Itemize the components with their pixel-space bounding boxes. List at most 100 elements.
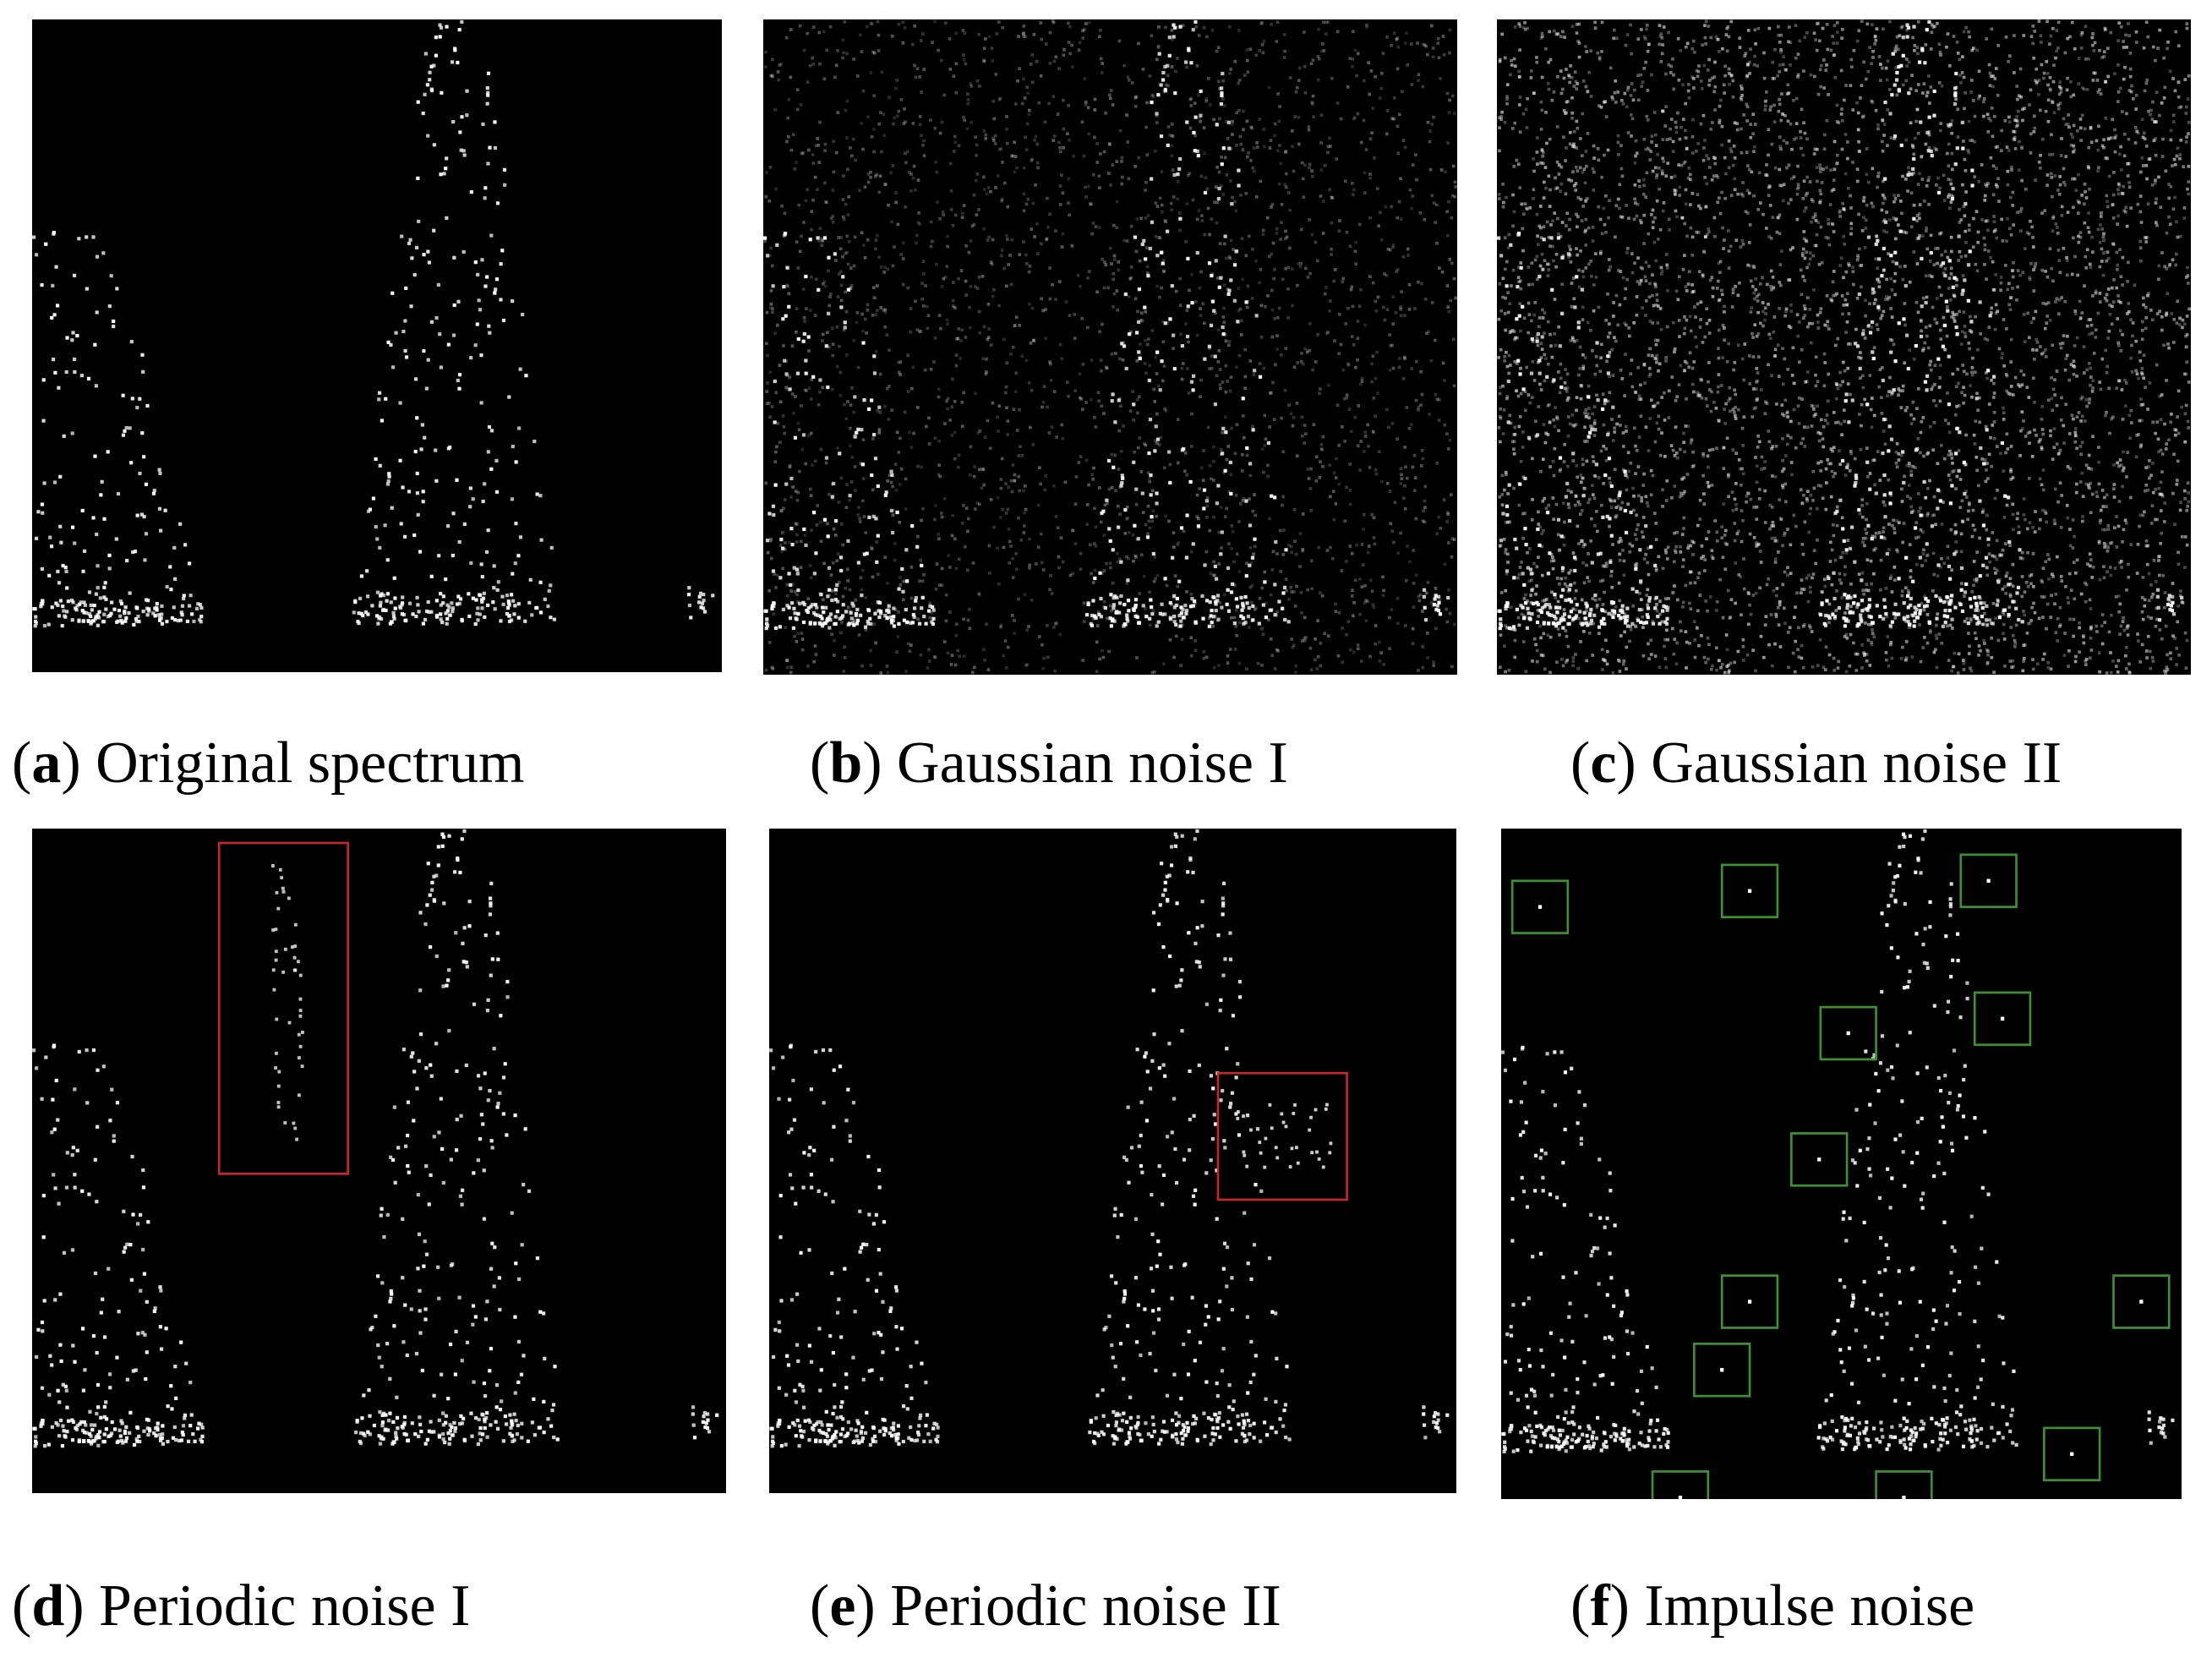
spectrum-dot bbox=[1207, 261, 1212, 265]
spectrum-dot bbox=[1022, 77, 1025, 81]
spectrum-dot bbox=[2109, 30, 2113, 35]
spectrum-dot bbox=[1135, 358, 1139, 363]
spectrum-dot bbox=[125, 558, 129, 563]
spectrum-dot bbox=[1345, 396, 1348, 400]
spectrum-dot bbox=[1247, 151, 1250, 155]
spectrum-dot bbox=[1831, 280, 1835, 284]
spectrum-dot bbox=[1212, 309, 1216, 313]
spectrum-dot bbox=[1193, 19, 1198, 25]
spectrum-dot bbox=[1374, 642, 1377, 646]
spectrum-dot bbox=[1916, 386, 1920, 391]
spectrum-dot bbox=[1018, 408, 1022, 412]
spectrum-dot bbox=[1105, 498, 1109, 502]
spectrum-dot bbox=[1422, 509, 1425, 512]
spectrum-dot bbox=[1928, 274, 1931, 277]
spectrum-dot bbox=[1378, 659, 1382, 663]
spectrum-dot bbox=[1566, 415, 1570, 419]
spectrum-dot bbox=[1341, 627, 1344, 630]
spectrum-dot bbox=[506, 605, 511, 610]
spectrum-dot bbox=[1946, 255, 1950, 260]
spectrum-dot bbox=[917, 621, 922, 626]
spectrum-dot bbox=[1448, 438, 1452, 442]
spectrum-dot bbox=[1227, 542, 1231, 546]
spectrum-dot bbox=[1372, 536, 1376, 539]
spectrum-dot bbox=[1678, 335, 1681, 338]
spectrum-dot bbox=[814, 551, 818, 555]
spectrum-dot bbox=[889, 171, 893, 175]
spectrum-dot bbox=[1185, 309, 1189, 312]
spectrum-dot bbox=[1216, 276, 1220, 280]
spectrum-dot bbox=[1054, 55, 1058, 59]
spectrum-dot bbox=[487, 424, 492, 430]
spectrum-dot bbox=[1643, 37, 1647, 41]
spectrum-dot bbox=[1345, 485, 1348, 490]
spectrum-dot bbox=[1145, 101, 1149, 105]
spectrum-dot bbox=[1261, 632, 1265, 637]
spectrum-dot bbox=[1932, 650, 1936, 654]
spectrum-dot bbox=[891, 264, 895, 268]
spectrum-dot bbox=[131, 550, 135, 555]
spectrum-dot bbox=[1193, 620, 1198, 624]
spectrum-dot bbox=[1319, 49, 1324, 53]
spectrum-dot bbox=[858, 517, 861, 520]
spectrum-dot bbox=[1173, 91, 1177, 96]
spectrum-dot bbox=[1789, 419, 1793, 424]
spectrum-dot bbox=[888, 473, 892, 477]
spectrum-dot bbox=[1832, 230, 1836, 233]
spectrum-dot bbox=[927, 609, 931, 613]
spectrum-dot bbox=[1068, 573, 1073, 577]
spectrum-dot bbox=[444, 611, 448, 616]
spectrum-dot bbox=[47, 573, 52, 577]
spectrum-dot bbox=[1374, 309, 1379, 313]
spectrum-dot bbox=[1082, 620, 1086, 624]
spectrum-dot bbox=[1170, 603, 1173, 606]
spectrum-dot bbox=[58, 474, 63, 479]
spectrum-dot bbox=[1181, 24, 1185, 28]
spectrum-dot bbox=[877, 190, 882, 194]
spectrum-dot bbox=[1223, 593, 1226, 597]
spectrum-dot bbox=[1248, 359, 1253, 363]
spectrum-dot bbox=[1884, 586, 1888, 590]
spectrum-dot bbox=[1856, 255, 1860, 260]
spectrum-dot bbox=[1028, 566, 1031, 570]
spectrum-dot bbox=[1983, 263, 1986, 266]
spectrum-dot bbox=[1419, 403, 1423, 407]
spectrum-dot bbox=[871, 437, 875, 441]
spectrum-dot bbox=[2039, 34, 2043, 38]
spectrum-dot bbox=[800, 234, 803, 238]
spectrum-dot bbox=[75, 604, 79, 608]
spectrum-dot bbox=[59, 540, 63, 544]
spectrum-dot bbox=[822, 517, 827, 522]
spectrum-dot bbox=[822, 598, 825, 602]
spectrum-dot bbox=[1209, 103, 1212, 107]
spectrum-dot bbox=[1232, 248, 1235, 251]
spectrum-dot bbox=[846, 287, 851, 292]
spectrum-dot bbox=[1027, 380, 1031, 385]
spectrum-dot bbox=[796, 421, 800, 425]
spectrum-dot bbox=[1585, 164, 1588, 168]
spectrum-dot bbox=[1951, 462, 1954, 465]
spectrum-dot bbox=[1301, 547, 1305, 551]
spectrum-dot bbox=[1443, 379, 1446, 382]
spectrum-dot bbox=[839, 270, 843, 274]
spectrum-dot bbox=[1560, 87, 1565, 91]
spectrum-dot bbox=[1410, 367, 1414, 370]
spectrum-dot bbox=[1188, 605, 1193, 609]
spectrum-dot bbox=[1330, 76, 1334, 80]
spectrum-dot bbox=[1216, 617, 1221, 621]
spectrum-dot bbox=[813, 644, 817, 648]
spectrum-dot bbox=[855, 621, 860, 626]
spectrum-dot bbox=[1176, 180, 1180, 183]
spectrum-dot bbox=[808, 238, 812, 242]
spectrum-dot bbox=[1166, 125, 1171, 129]
spectrum-dot bbox=[1330, 221, 1334, 225]
spectrum-dot bbox=[1221, 332, 1226, 337]
spectrum-dot bbox=[1245, 119, 1249, 123]
spectrum-dot bbox=[1423, 605, 1427, 610]
spectrum-dot bbox=[2046, 83, 2050, 87]
spectrum-dot bbox=[1163, 407, 1167, 411]
spectrum-dot bbox=[2099, 508, 2103, 512]
spectrum-dot bbox=[773, 572, 777, 576]
spectrum-dot bbox=[1166, 63, 1170, 68]
spectrum-dot bbox=[1099, 358, 1103, 362]
